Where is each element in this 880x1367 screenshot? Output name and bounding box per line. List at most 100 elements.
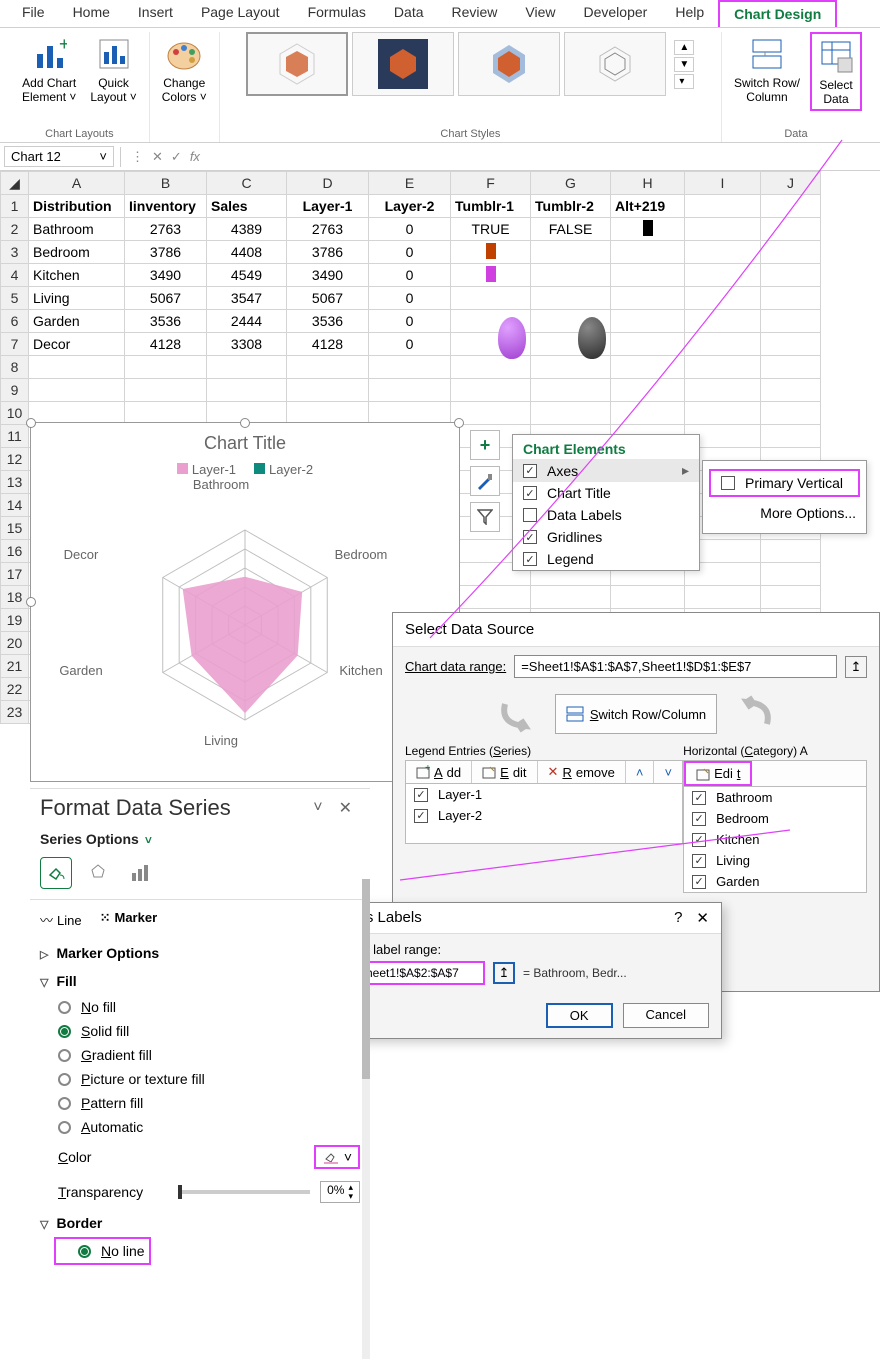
formula-input[interactable] <box>208 155 880 159</box>
cell-B2[interactable]: 2763 <box>125 218 207 241</box>
cell-empty[interactable] <box>685 402 761 425</box>
marker-options-section[interactable]: ▷Marker Options <box>40 939 360 967</box>
color-picker-button[interactable]: ˅ <box>314 1145 360 1169</box>
cell-E3[interactable]: 0 <box>369 241 451 264</box>
row-2[interactable]: 2 <box>1 218 29 241</box>
row-17[interactable]: 17 <box>1 563 29 586</box>
cell-B5[interactable]: 5067 <box>125 287 207 310</box>
row-7[interactable]: 7 <box>1 333 29 356</box>
cell-empty[interactable] <box>761 402 821 425</box>
tab-data[interactable]: Data <box>380 0 438 27</box>
cell-A5[interactable]: Living <box>29 287 125 310</box>
cell-empty[interactable] <box>125 379 207 402</box>
switch-row-column-dialog-button[interactable]: Switch Row/Column <box>555 694 717 734</box>
chart-data-range-input[interactable] <box>514 655 837 678</box>
cell-D4[interactable]: 3490 <box>287 264 369 287</box>
cell-J4[interactable] <box>761 264 821 287</box>
cell-empty[interactable] <box>369 379 451 402</box>
edit-series-button[interactable]: Edit <box>472 761 537 783</box>
cell-I3[interactable] <box>685 241 761 264</box>
ce-item-axes[interactable]: Axes▸ <box>513 459 699 482</box>
cell-I2[interactable] <box>685 218 761 241</box>
cell-J2[interactable] <box>761 218 821 241</box>
category-item[interactable]: Bedroom <box>684 808 866 829</box>
row-21[interactable]: 21 <box>1 655 29 678</box>
range-picker-icon[interactable]: ↥ <box>845 656 867 678</box>
cell-C7[interactable]: 3308 <box>207 333 287 356</box>
cell-F3[interactable] <box>451 241 531 264</box>
tab-review[interactable]: Review <box>438 0 512 27</box>
tab-pagelayout[interactable]: Page Layout <box>187 0 294 27</box>
col-E[interactable]: E <box>369 172 451 195</box>
edit-categories-button[interactable]: Edit <box>684 761 752 786</box>
cell-empty[interactable] <box>611 586 685 609</box>
fill-option-solid-fill[interactable]: Solid fill <box>40 1019 360 1043</box>
cell-C2[interactable]: 4389 <box>207 218 287 241</box>
help-icon[interactable]: ? <box>660 909 696 927</box>
cell-A6[interactable]: Garden <box>29 310 125 333</box>
cell-F2[interactable]: TRUE <box>451 218 531 241</box>
cell-empty[interactable] <box>531 586 611 609</box>
cell-empty[interactable] <box>287 379 369 402</box>
cell-J6[interactable] <box>761 310 821 333</box>
fill-option-automatic[interactable]: Automatic <box>40 1115 360 1139</box>
cell-J1[interactable] <box>761 195 821 218</box>
add-chart-element-button[interactable]: + Add Chart Element ˅ <box>18 32 80 107</box>
chart-style-3[interactable] <box>458 32 560 96</box>
tab-help[interactable]: Help <box>661 0 718 27</box>
cell-E1[interactable]: Layer-2 <box>369 195 451 218</box>
cell-B4[interactable]: 3490 <box>125 264 207 287</box>
cell-B1[interactable]: Iinventory <box>125 195 207 218</box>
primary-vertical-option[interactable]: Primary Vertical <box>709 469 860 497</box>
cell-C3[interactable]: 4408 <box>207 241 287 264</box>
col-B[interactable]: B <box>125 172 207 195</box>
cell-J3[interactable] <box>761 241 821 264</box>
styles-down-icon[interactable]: ▼ <box>674 57 694 72</box>
ce-item-legend[interactable]: Legend <box>513 548 699 570</box>
cell-empty[interactable] <box>685 586 761 609</box>
chart-elements-button[interactable]: + <box>470 430 500 460</box>
cell-G4[interactable] <box>531 264 611 287</box>
row-5[interactable]: 5 <box>1 287 29 310</box>
close-icon[interactable]: ✕ <box>696 909 709 927</box>
ce-item-gridlines[interactable]: Gridlines <box>513 526 699 548</box>
fill-option-no-fill[interactable]: No fill <box>40 995 360 1019</box>
cell-D3[interactable]: 3786 <box>287 241 369 264</box>
dropdown-icon[interactable]: ⋮ <box>131 149 144 165</box>
cell-C1[interactable]: Sales <box>207 195 287 218</box>
ce-item-data-labels[interactable]: Data Labels <box>513 504 699 526</box>
series-item[interactable]: Layer-1 <box>406 784 682 805</box>
cell-F1[interactable]: Tumblr-1 <box>451 195 531 218</box>
row-14[interactable]: 14 <box>1 494 29 517</box>
cell-F5[interactable] <box>451 287 531 310</box>
cell-empty[interactable] <box>761 425 821 448</box>
styles-up-icon[interactable]: ▲ <box>674 40 694 55</box>
chart-styles-button[interactable] <box>470 466 500 496</box>
col-J[interactable]: J <box>761 172 821 195</box>
col-F[interactable]: F <box>451 172 531 195</box>
row-10[interactable]: 10 <box>1 402 29 425</box>
cell-H1[interactable]: Alt+219 <box>611 195 685 218</box>
cell-E4[interactable]: 0 <box>369 264 451 287</box>
close-pane-icon[interactable]: ✕ <box>331 798 360 818</box>
fill-line-icon[interactable] <box>40 857 72 889</box>
cell-I1[interactable] <box>685 195 761 218</box>
line-tab[interactable]: 〰Line <box>40 910 82 929</box>
tab-home[interactable]: Home <box>59 0 124 27</box>
cell-empty[interactable] <box>531 402 611 425</box>
cell-empty[interactable] <box>369 356 451 379</box>
cell-I7[interactable] <box>685 333 761 356</box>
row-19[interactable]: 19 <box>1 609 29 632</box>
row-18[interactable]: 18 <box>1 586 29 609</box>
cell-empty[interactable] <box>685 379 761 402</box>
tab-developer[interactable]: Developer <box>570 0 662 27</box>
category-item[interactable]: Living <box>684 850 866 871</box>
switch-row-column-button[interactable]: Switch Row/ Column <box>730 32 804 111</box>
cell-D1[interactable]: Layer-1 <box>287 195 369 218</box>
cell-empty[interactable] <box>685 356 761 379</box>
category-item[interactable]: Kitchen <box>684 829 866 850</box>
cell-I6[interactable] <box>685 310 761 333</box>
row-8[interactable]: 8 <box>1 356 29 379</box>
row-12[interactable]: 12 <box>1 448 29 471</box>
cell-H4[interactable] <box>611 264 685 287</box>
